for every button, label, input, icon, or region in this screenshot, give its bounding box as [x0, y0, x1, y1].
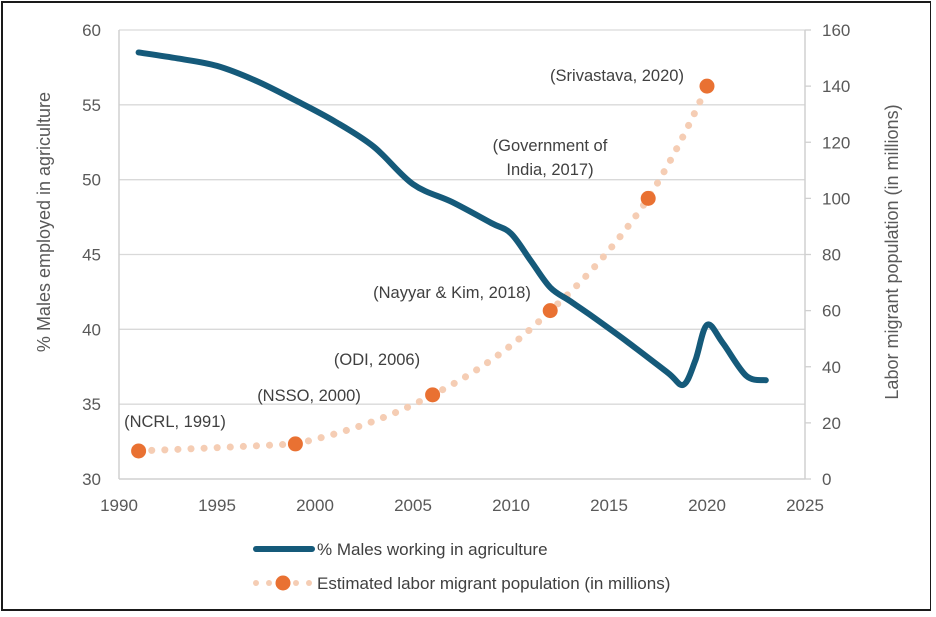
- right-tick-label: 80: [822, 246, 841, 265]
- x-tick-label: 2005: [394, 496, 432, 515]
- x-tick-label: 1990: [100, 496, 138, 515]
- right-tick-label: 20: [822, 414, 841, 433]
- data-point-marker: [131, 443, 147, 459]
- data-point-marker: [640, 190, 656, 206]
- data-point-marker: [699, 78, 715, 94]
- left-tick-label: 55: [82, 96, 101, 115]
- legend-label-agriculture: % Males working in agriculture: [317, 540, 548, 559]
- left-tick-label: 45: [82, 246, 101, 265]
- data-label: (NCRL, 1991): [124, 413, 226, 431]
- data-labels: (NCRL, 1991) (NSSO, 2000) (ODI, 2006) (Nayy…: [124, 67, 684, 431]
- data-label: (NSSO, 2000): [257, 387, 361, 405]
- left-axis-title: % Males employed in agriculture: [34, 92, 54, 352]
- right-axis-tick-marks: [805, 29, 811, 480]
- x-tick-label: 2020: [688, 496, 726, 515]
- migrant-markers: [131, 78, 715, 459]
- legend-swatch-dot: [306, 580, 312, 586]
- right-tick-label: 140: [822, 77, 850, 96]
- left-tick-label: 35: [82, 395, 101, 414]
- migrant-trendline: [135, 82, 711, 455]
- legend-swatch-marker: [275, 575, 291, 591]
- legend-swatch-dot: [266, 580, 272, 586]
- right-axis-title: Labor migrant population (in millions): [882, 104, 902, 399]
- x-tick-labels: 1990 1995 2000 2005 2010 2015 2020 2025: [100, 496, 824, 515]
- x-tick-label: 1995: [198, 496, 236, 515]
- legend-swatch-dot: [253, 580, 259, 586]
- right-tick-labels: 0 20 40 60 80 100 120 140 160: [822, 21, 850, 489]
- left-tick-label: 50: [82, 171, 101, 190]
- right-tick-label: 60: [822, 302, 841, 321]
- x-tick-label: 2015: [590, 496, 628, 515]
- legend-swatch-dot: [293, 580, 299, 586]
- legend-item-agriculture[interactable]: % Males working in agriculture: [253, 540, 548, 559]
- left-tick-label: 30: [82, 470, 101, 489]
- right-tick-label: 160: [822, 21, 850, 40]
- right-tick-label: 0: [822, 470, 831, 489]
- right-tick-label: 40: [822, 358, 841, 377]
- gridlines: [119, 29, 805, 405]
- legend-item-migrants[interactable]: Estimated labor migrant population (in m…: [253, 574, 670, 593]
- right-tick-label: 120: [822, 133, 850, 152]
- data-label: (Srivastava, 2020): [550, 67, 684, 85]
- left-tick-label: 40: [82, 320, 101, 339]
- data-point-marker: [287, 436, 303, 452]
- males-agriculture-series: [135, 49, 769, 388]
- x-tick-label: 2000: [296, 496, 334, 515]
- left-tick-labels: 30 35 40 45 50 55 60: [82, 21, 101, 489]
- data-label: (ODI, 2006): [334, 351, 420, 369]
- legend: % Males working in agriculture Estimated…: [253, 540, 670, 593]
- data-label: (Government of: [493, 137, 608, 155]
- data-point-marker: [425, 387, 441, 403]
- trendline-path: [135, 82, 711, 455]
- data-label: India, 2017): [506, 161, 593, 179]
- agriculture-line: [135, 49, 769, 388]
- data-point-marker: [542, 303, 558, 319]
- left-tick-label: 60: [82, 21, 101, 40]
- right-tick-label: 100: [822, 189, 850, 208]
- data-label: (Nayyar & Kim, 2018): [373, 284, 531, 302]
- x-tick-label: 2010: [492, 496, 530, 515]
- legend-label-migrants: Estimated labor migrant population (in m…: [317, 574, 670, 593]
- x-tick-label: 2025: [786, 496, 824, 515]
